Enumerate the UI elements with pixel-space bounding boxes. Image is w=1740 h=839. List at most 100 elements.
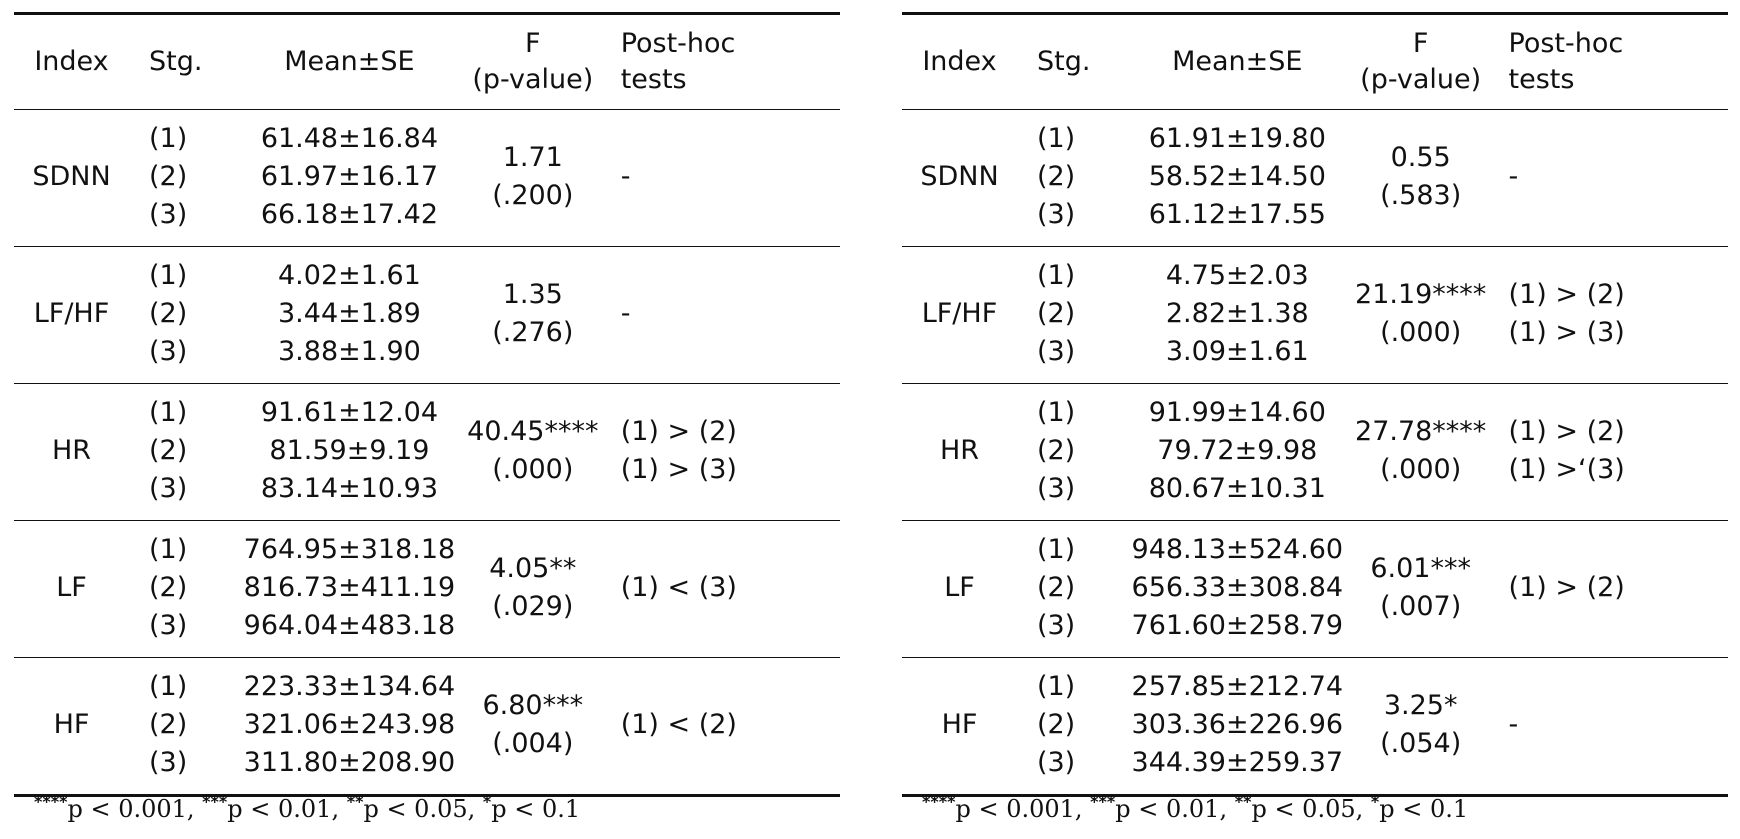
mean-value: 321.06±243.98	[243, 709, 456, 740]
stage-cell: (1) (2) (3)	[129, 110, 240, 247]
f-cell: 4.05** (.029)	[459, 521, 607, 658]
posthoc-result: (1) > (3)	[620, 454, 737, 485]
index-cell: HF	[941, 709, 978, 740]
posthoc-cell: -	[1495, 110, 1728, 247]
mean-value: 223.33±134.64	[243, 671, 456, 702]
stage-label: (1)	[149, 671, 188, 702]
mean-value: 3.09±1.61	[1165, 336, 1309, 367]
p-value: (.000)	[1380, 317, 1462, 348]
stage-label: (1)	[149, 123, 188, 154]
significance-footnote: ****p < 0.001, ***p < 0.01, **p < 0.05, …	[34, 792, 580, 823]
f-value: 27.78****	[1355, 416, 1487, 447]
f-cell: 6.80*** (.004)	[459, 658, 607, 796]
f-value: 0.55	[1390, 142, 1451, 173]
f-cell: 21.19**** (.000)	[1347, 247, 1495, 384]
table-row: HR (1) (2) (3) 91.99±14.60 79.72±9.98 80…	[902, 384, 1728, 521]
footnote-text: p < 0.001,	[955, 795, 1091, 823]
index-cell: SDNN	[32, 161, 111, 192]
stage-label: (3)	[149, 610, 188, 641]
posthoc-result: (1) < (3)	[620, 572, 737, 603]
posthoc-cell: (1) > (2) (1) > (3)	[1495, 247, 1728, 384]
header-mean: Mean±SE	[1172, 46, 1303, 77]
posthoc-result: -	[620, 298, 631, 329]
table-row: HF (1) (2) (3) 257.85±212.74 303.36±226.…	[902, 658, 1728, 796]
posthoc-cell: (1) > (2) (1) >‘(3)	[1495, 384, 1728, 521]
header-f-line1: F	[1412, 28, 1429, 59]
stage-cell: (1) (2) (3)	[129, 247, 240, 384]
mean-value: 81.59±9.19	[269, 435, 430, 466]
mean-value: 656.33±308.84	[1131, 572, 1344, 603]
posthoc-result: (1) > (2)	[1508, 572, 1625, 603]
posthoc-cell: -	[607, 247, 840, 384]
header-f: F (p-value)	[1347, 14, 1495, 110]
posthoc-result: (1) < (2)	[620, 709, 737, 740]
mean-value: 58.52±14.50	[1148, 161, 1326, 192]
footnote-stars: *	[1370, 792, 1380, 811]
header-f-line2: (p-value)	[1360, 64, 1482, 95]
stage-cell: (1) (2) (3)	[1017, 658, 1128, 796]
mean-cell: 764.95±318.18 816.73±411.19 964.04±483.1…	[240, 521, 459, 658]
stage-label: (1)	[149, 397, 188, 428]
stage-cell: (1) (2) (3)	[1017, 384, 1128, 521]
mean-value: 4.75±2.03	[1165, 260, 1309, 291]
mean-value: 4.02±1.61	[278, 260, 421, 291]
stats-table: Index Stg. Mean±SE F (p-value) Post-hoc …	[14, 12, 840, 797]
footnote-text: p < 0.01,	[227, 795, 347, 823]
posthoc-cell: (1) > (2) (1) > (3)	[607, 384, 840, 521]
mean-cell: 91.99±14.60 79.72±9.98 80.67±10.31	[1128, 384, 1347, 521]
stage-label: (3)	[1036, 610, 1076, 641]
stage-label: (2)	[1036, 161, 1076, 192]
table-row: LF/HF (1) (2) (3) 4.02±1.61 3.44±1.89 3.…	[14, 247, 840, 384]
header-posthoc: Post-hoc tests	[607, 14, 840, 110]
mean-cell: 948.13±524.60 656.33±308.84 761.60±258.7…	[1128, 521, 1347, 658]
anova-table-left: Index Stg. Mean±SE F (p-value) Post-hoc …	[14, 12, 840, 797]
header-index: Index	[922, 46, 997, 77]
header-posthoc-line2: tests	[620, 64, 687, 95]
stage-label: (2)	[149, 709, 188, 740]
stage-label: (3)	[149, 336, 188, 367]
mean-value: 257.85±212.74	[1131, 671, 1344, 702]
stage-label: (2)	[149, 298, 188, 329]
posthoc-result: -	[1508, 161, 1519, 192]
mean-value: 344.39±259.37	[1131, 747, 1344, 778]
mean-value: 3.44±1.89	[278, 298, 421, 329]
f-value: 21.19****	[1355, 279, 1487, 310]
mean-cell: 223.33±134.64 321.06±243.98 311.80±208.9…	[240, 658, 459, 796]
posthoc-result: (1) > (2)	[620, 416, 737, 447]
stage-label: (3)	[1036, 747, 1076, 778]
table-row: LF/HF (1) (2) (3) 4.75±2.03 2.82±1.38 3.…	[902, 247, 1728, 384]
f-value: 4.05**	[489, 553, 577, 584]
f-cell: 1.71 (.200)	[459, 110, 607, 247]
anova-table-right: Index Stg. Mean±SE F (p-value) Post-hoc …	[902, 12, 1728, 797]
mean-cell: 257.85±212.74 303.36±226.96 344.39±259.3…	[1128, 658, 1347, 796]
stage-label: (2)	[1036, 298, 1076, 329]
footnote-text: p < 0.01,	[1115, 795, 1235, 823]
footnote-stars: **	[1234, 792, 1252, 811]
footnote-stars: ****	[922, 792, 956, 811]
footnote-text: p < 0.1	[491, 795, 581, 823]
stage-label: (3)	[149, 747, 188, 778]
header-posthoc-line2: tests	[1508, 64, 1575, 95]
footnote-text: p < 0.001,	[67, 795, 203, 823]
stage-cell: (1) (2) (3)	[1017, 247, 1128, 384]
header-f-line2: (p-value)	[472, 64, 594, 95]
f-cell: 0.55 (.583)	[1347, 110, 1495, 247]
header-f: F (p-value)	[459, 14, 607, 110]
stage-label: (2)	[149, 435, 188, 466]
f-value: 6.80***	[482, 690, 584, 721]
f-cell: 6.01*** (.007)	[1347, 521, 1495, 658]
f-value: 1.35	[502, 279, 563, 310]
mean-value: 91.61±12.04	[260, 397, 439, 428]
mean-cell: 4.02±1.61 3.44±1.89 3.88±1.90	[240, 247, 459, 384]
stage-label: (1)	[1036, 397, 1076, 428]
footnote-stars: *	[482, 792, 492, 811]
posthoc-cell: -	[607, 110, 840, 247]
header-mean: Mean±SE	[284, 46, 415, 77]
header-stage: Stg.	[149, 46, 203, 77]
mean-value: 2.82±1.38	[1165, 298, 1309, 329]
p-value: (.007)	[1380, 591, 1462, 622]
p-value: (.029)	[492, 591, 574, 622]
mean-value: 311.80±208.90	[243, 747, 456, 778]
posthoc-cell: (1) > (2)	[1495, 521, 1728, 658]
mean-value: 91.99±14.60	[1148, 397, 1326, 428]
